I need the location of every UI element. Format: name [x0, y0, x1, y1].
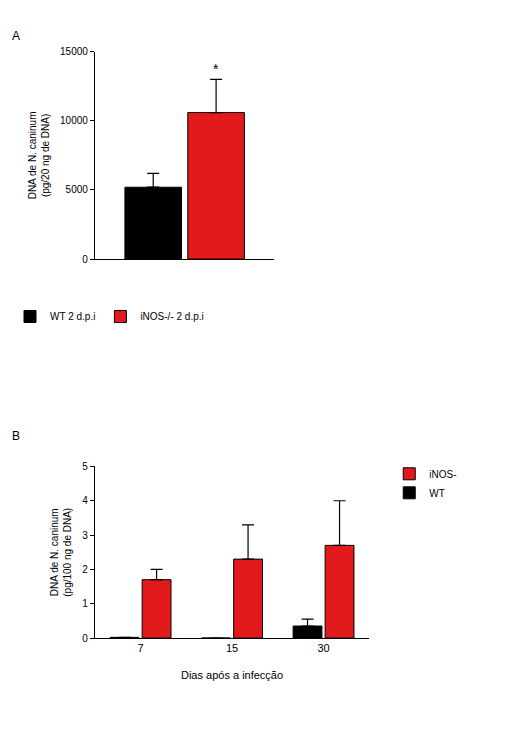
svg-text:15: 15	[226, 642, 238, 654]
svg-text:WT 2 d.p.i: WT 2 d.p.i	[50, 311, 95, 322]
svg-text:15000: 15000	[60, 46, 88, 57]
svg-text:A: A	[12, 29, 20, 43]
svg-text:DNA de N. caninum(pg/20 ng de: DNA de N. caninum(pg/20 ng de DNA)	[27, 112, 51, 200]
svg-text:3: 3	[82, 530, 88, 541]
svg-text:10000: 10000	[60, 115, 88, 126]
svg-text:WT: WT	[429, 488, 445, 499]
svg-text:iNOS-: iNOS-	[429, 469, 456, 480]
svg-text:5000: 5000	[66, 184, 89, 195]
svg-text:0: 0	[82, 254, 88, 265]
svg-text:Dias após a infecção: Dias após a infecção	[181, 669, 283, 681]
svg-text:0: 0	[82, 633, 88, 644]
svg-text:7: 7	[138, 642, 144, 654]
svg-text:*: *	[213, 61, 219, 77]
svg-text:2: 2	[82, 564, 88, 575]
svg-text:30: 30	[317, 642, 329, 654]
svg-text:B: B	[12, 429, 20, 443]
svg-text:5: 5	[82, 461, 88, 472]
svg-text:DNA de N. caninum(pg/100 ng de: DNA de N. caninum(pg/100 ng de DNA)	[49, 508, 73, 597]
svg-text:4: 4	[82, 495, 88, 506]
svg-text:iNOS-/- 2 d.p.i: iNOS-/- 2 d.p.i	[140, 311, 203, 322]
svg-text:1: 1	[82, 598, 88, 609]
